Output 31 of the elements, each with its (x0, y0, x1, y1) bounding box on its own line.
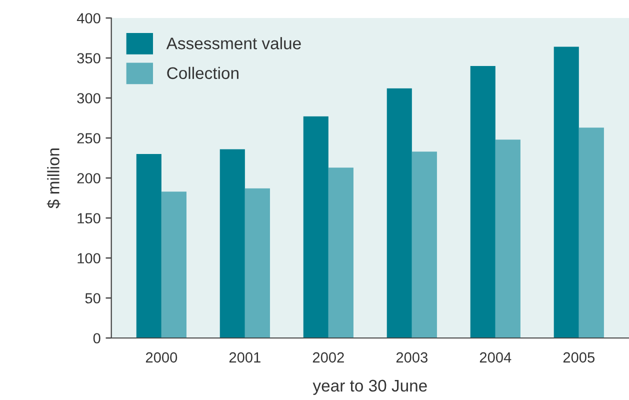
x-tick-label: 2005 (563, 352, 595, 363)
x-tick-label: 2004 (480, 352, 512, 363)
bar (161, 192, 186, 338)
bar (554, 46, 579, 338)
y-tick-label: 200 (77, 173, 100, 184)
legend-label: Collection (167, 66, 238, 80)
bar (303, 116, 328, 338)
y-axis-title: $ million (46, 148, 60, 208)
x-tick-label: 2002 (312, 352, 344, 363)
x-tick-label: 2000 (146, 352, 178, 363)
bar (328, 168, 354, 338)
bar (386, 88, 412, 338)
bar (578, 128, 604, 338)
y-tick-label: 300 (77, 93, 100, 104)
legend-label: Assessment value (166, 37, 301, 50)
bar (412, 152, 437, 338)
bar (244, 188, 270, 338)
y-tick-label: 100 (78, 253, 100, 264)
y-tick-label: 350 (77, 53, 100, 64)
y-tick-label: 250 (77, 133, 100, 144)
x-axis-title: year to 30 June (312, 380, 427, 395)
x-tick-label: 2003 (396, 352, 428, 363)
bar (220, 149, 245, 338)
y-tick-label: 0 (93, 333, 100, 344)
y-tick-label: 150 (78, 213, 100, 224)
bar (136, 154, 162, 338)
bar (470, 66, 496, 338)
y-tick-label: 400 (76, 13, 100, 24)
x-tick-label: 2001 (229, 352, 260, 363)
y-tick-label: 50 (85, 293, 100, 304)
bar (495, 140, 520, 338)
